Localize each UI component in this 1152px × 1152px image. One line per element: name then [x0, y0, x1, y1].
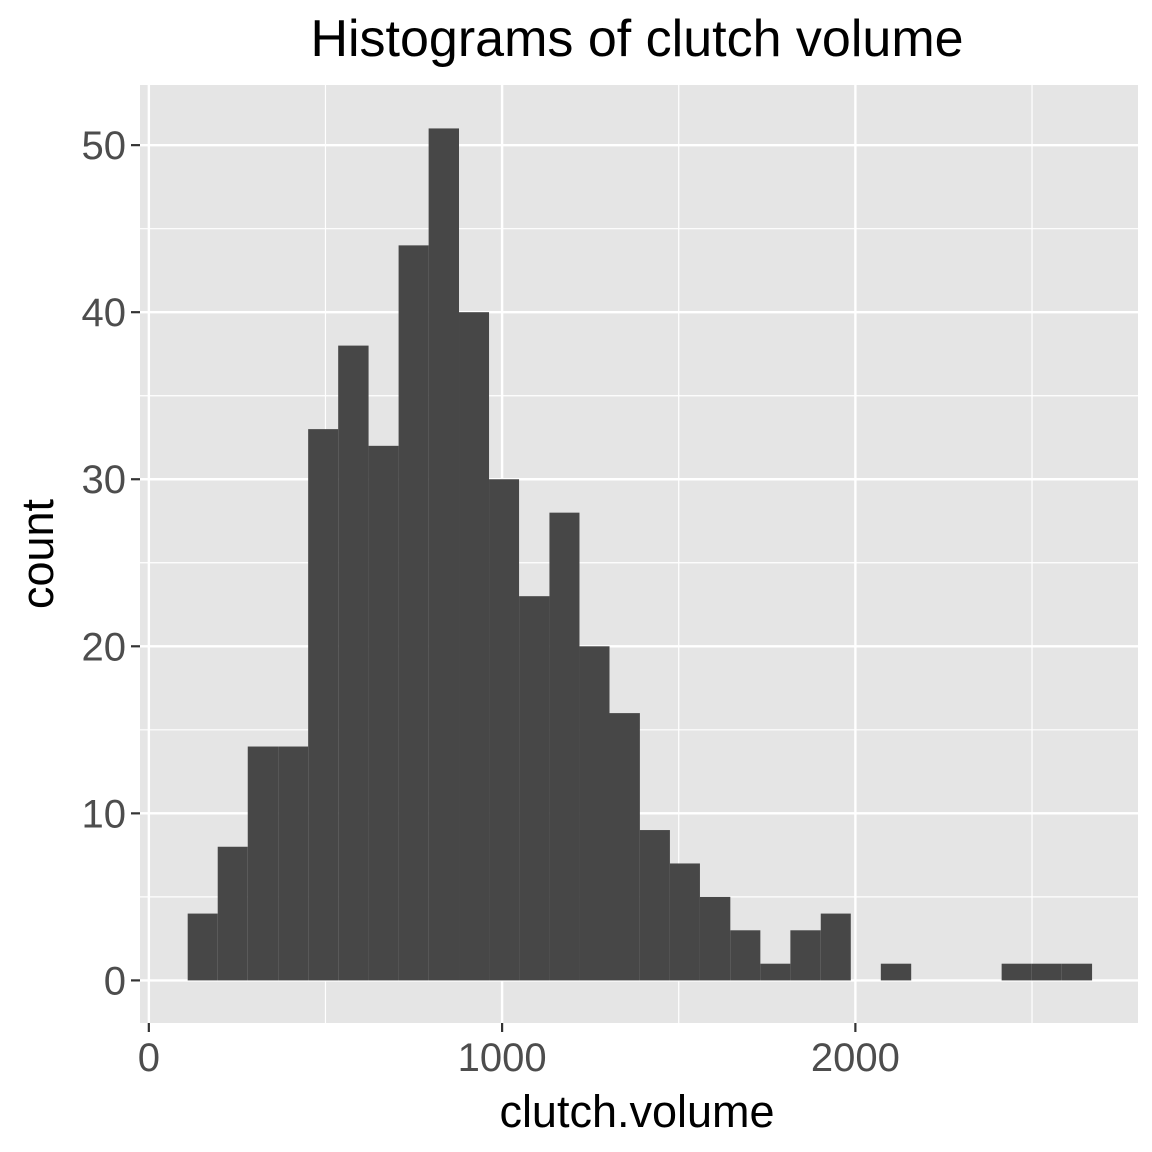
histogram-bar — [247, 746, 279, 981]
chart-title: Histograms of clutch volume — [310, 10, 963, 68]
histogram-bar — [549, 512, 580, 981]
histogram-bar — [428, 128, 460, 981]
histogram-bar — [790, 930, 821, 981]
y-tick-label: 10 — [82, 792, 127, 836]
histogram-bar — [1001, 963, 1032, 981]
y-axis-title: count — [12, 498, 63, 609]
y-tick-label: 0 — [104, 959, 126, 1003]
histogram-bar — [699, 896, 731, 981]
histogram-bar — [519, 596, 550, 981]
histogram-bar — [278, 746, 309, 981]
histogram-bar — [489, 479, 520, 981]
histogram-bar — [459, 312, 490, 981]
histogram-bar — [1061, 963, 1093, 981]
x-axis-title: clutch.volume — [499, 1086, 774, 1137]
histogram-bar — [338, 345, 369, 981]
histogram-bar — [368, 445, 399, 981]
y-tick-label: 40 — [82, 291, 127, 335]
histogram-bar — [760, 963, 791, 981]
histogram-bar — [639, 830, 670, 981]
histogram-bar — [820, 913, 851, 981]
histogram-bar — [1031, 963, 1062, 981]
histogram-bar — [398, 245, 429, 981]
histogram-bars — [187, 128, 1093, 981]
histogram-bar — [609, 713, 640, 981]
x-tick-label: 2000 — [811, 1036, 900, 1080]
histogram-bar — [579, 646, 610, 981]
axis-ticks — [131, 144, 857, 1032]
y-tick-label: 50 — [82, 124, 127, 168]
y-tick-label: 30 — [82, 458, 127, 502]
x-tick-label: 0 — [138, 1036, 160, 1080]
histogram-bar — [308, 429, 339, 981]
tick-labels: 0 1000 2000 0 10 20 30 40 50 — [82, 124, 900, 1080]
histogram-bar — [217, 846, 248, 981]
x-tick-label: 1000 — [458, 1036, 547, 1080]
histogram-bar — [730, 930, 761, 981]
histogram-bar — [880, 963, 912, 981]
histogram-bar — [669, 863, 700, 981]
histogram-bar — [187, 913, 218, 981]
y-tick-label: 20 — [82, 625, 127, 669]
